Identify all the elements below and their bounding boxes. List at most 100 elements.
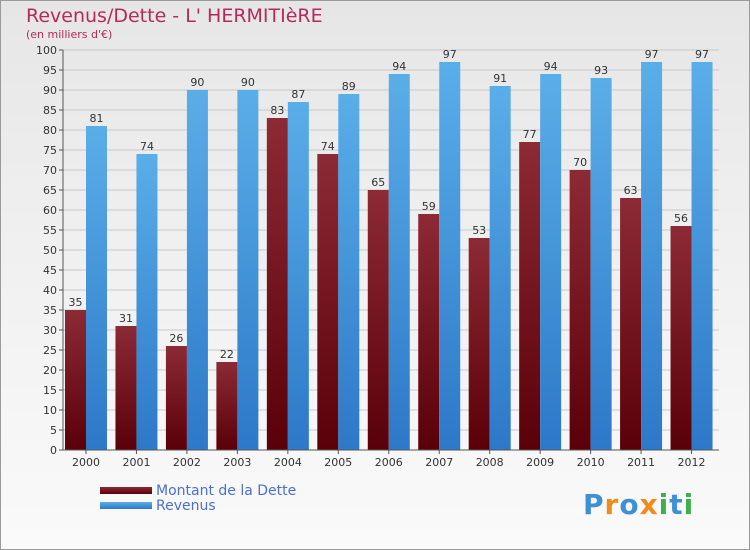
bar-revenus (186, 90, 208, 450)
data-label-dette: 59 (422, 200, 436, 213)
data-label-dette: 35 (69, 296, 83, 309)
bar-dette (670, 226, 692, 450)
legend-swatch-dette (100, 487, 152, 494)
data-label-revenus: 90 (190, 76, 204, 89)
y-tick-label: 40 (43, 284, 57, 297)
bar-revenus (338, 94, 360, 450)
data-label-revenus: 74 (140, 140, 154, 153)
logo-letter: P (583, 488, 605, 521)
bar-dette (317, 154, 339, 450)
bar-revenus (86, 126, 107, 450)
legend-label-dette: Montant de la Dette (156, 483, 297, 499)
logo-letter: i (683, 488, 695, 521)
x-tick-label: 2008 (476, 456, 504, 469)
x-tick-label: 2009 (526, 456, 554, 469)
bar-dette (569, 170, 591, 450)
x-tick-label: 2007 (425, 456, 453, 469)
data-label-dette: 56 (674, 212, 688, 225)
data-label-dette: 74 (321, 140, 335, 153)
bar-dette (216, 362, 238, 450)
y-tick-label: 60 (43, 204, 57, 217)
bar-revenus (641, 62, 663, 450)
x-tick-label: 2004 (274, 456, 302, 469)
bar-revenus (388, 74, 410, 450)
y-tick-label: 55 (43, 224, 57, 237)
y-tick-label: 20 (43, 364, 57, 377)
data-label-dette: 70 (573, 156, 587, 169)
data-label-revenus: 94 (544, 60, 558, 73)
bar-dette (468, 238, 490, 450)
x-tick-label: 2003 (223, 456, 251, 469)
y-tick-label: 75 (43, 144, 57, 157)
data-label-revenus: 97 (443, 48, 457, 61)
data-label-dette: 26 (169, 332, 183, 345)
data-label-dette: 31 (119, 312, 133, 325)
x-tick-label: 2000 (72, 456, 100, 469)
chart-title: Revenus/Dette - L' HERMITIèRE (26, 5, 323, 27)
data-label-revenus: 97 (645, 48, 659, 61)
bar-dette (367, 190, 389, 450)
y-tick-label: 50 (43, 244, 57, 257)
logo-letter: t (669, 488, 684, 521)
bar-revenus (691, 62, 713, 450)
data-label-revenus: 90 (241, 76, 255, 89)
proxiti-logo: Proxiti (583, 488, 694, 521)
bar-dette (620, 198, 642, 450)
data-label-dette: 77 (523, 128, 537, 141)
x-tick-label: 2001 (122, 456, 150, 469)
x-tick-label: 2011 (627, 456, 655, 469)
y-tick-label: 15 (43, 384, 57, 397)
data-label-dette: 22 (220, 348, 234, 361)
chart-subtitle: (en milliers d'€) (26, 28, 113, 41)
data-label-dette: 83 (270, 104, 284, 117)
data-label-revenus: 89 (342, 80, 356, 93)
logo-letter: r (604, 488, 620, 521)
logo-letter: x (639, 488, 659, 521)
x-tick-label: 2010 (577, 456, 605, 469)
data-label-dette: 53 (472, 224, 486, 237)
y-tick-label: 30 (43, 324, 57, 337)
y-tick-label: 90 (43, 84, 57, 97)
logo-letter: o (619, 488, 640, 521)
bar-revenus (439, 62, 461, 450)
bar-revenus (540, 74, 562, 450)
y-tick-label: 45 (43, 264, 57, 277)
legend-swatch-revenus (100, 502, 152, 509)
data-label-revenus: 81 (90, 112, 104, 125)
data-label-revenus: 91 (493, 72, 507, 85)
data-label-dette: 63 (624, 184, 638, 197)
y-tick-label: 85 (43, 104, 57, 117)
y-tick-label: 35 (43, 304, 57, 317)
x-tick-label: 2005 (324, 456, 352, 469)
y-tick-label: 5 (50, 424, 57, 437)
bar-dette (165, 346, 187, 450)
y-tick-label: 100 (36, 44, 57, 57)
logo-letter: i (658, 488, 670, 521)
legend-label-revenus: Revenus (156, 498, 216, 514)
bar-revenus (489, 86, 511, 450)
bar-revenus (237, 90, 259, 450)
data-label-revenus: 94 (392, 60, 406, 73)
bar-dette (115, 326, 137, 450)
y-tick-label: 10 (43, 404, 57, 417)
x-tick-label: 2012 (678, 456, 706, 469)
data-label-revenus: 93 (594, 64, 608, 77)
data-label-revenus: 97 (695, 48, 709, 61)
data-label-dette: 65 (371, 176, 385, 189)
bar-dette (65, 310, 86, 450)
y-tick-label: 70 (43, 164, 57, 177)
bar-dette (519, 142, 541, 450)
y-tick-label: 65 (43, 184, 57, 197)
bar-revenus (590, 78, 612, 450)
data-label-revenus: 87 (291, 88, 305, 101)
y-tick-label: 80 (43, 124, 57, 137)
x-tick-label: 2006 (375, 456, 403, 469)
y-tick-label: 0 (50, 444, 57, 457)
x-tick-label: 2002 (173, 456, 201, 469)
bar-revenus (287, 102, 309, 450)
bar-dette (418, 214, 440, 450)
y-tick-label: 25 (43, 344, 57, 357)
bar-revenus (136, 154, 158, 450)
y-tick-label: 95 (43, 64, 57, 77)
